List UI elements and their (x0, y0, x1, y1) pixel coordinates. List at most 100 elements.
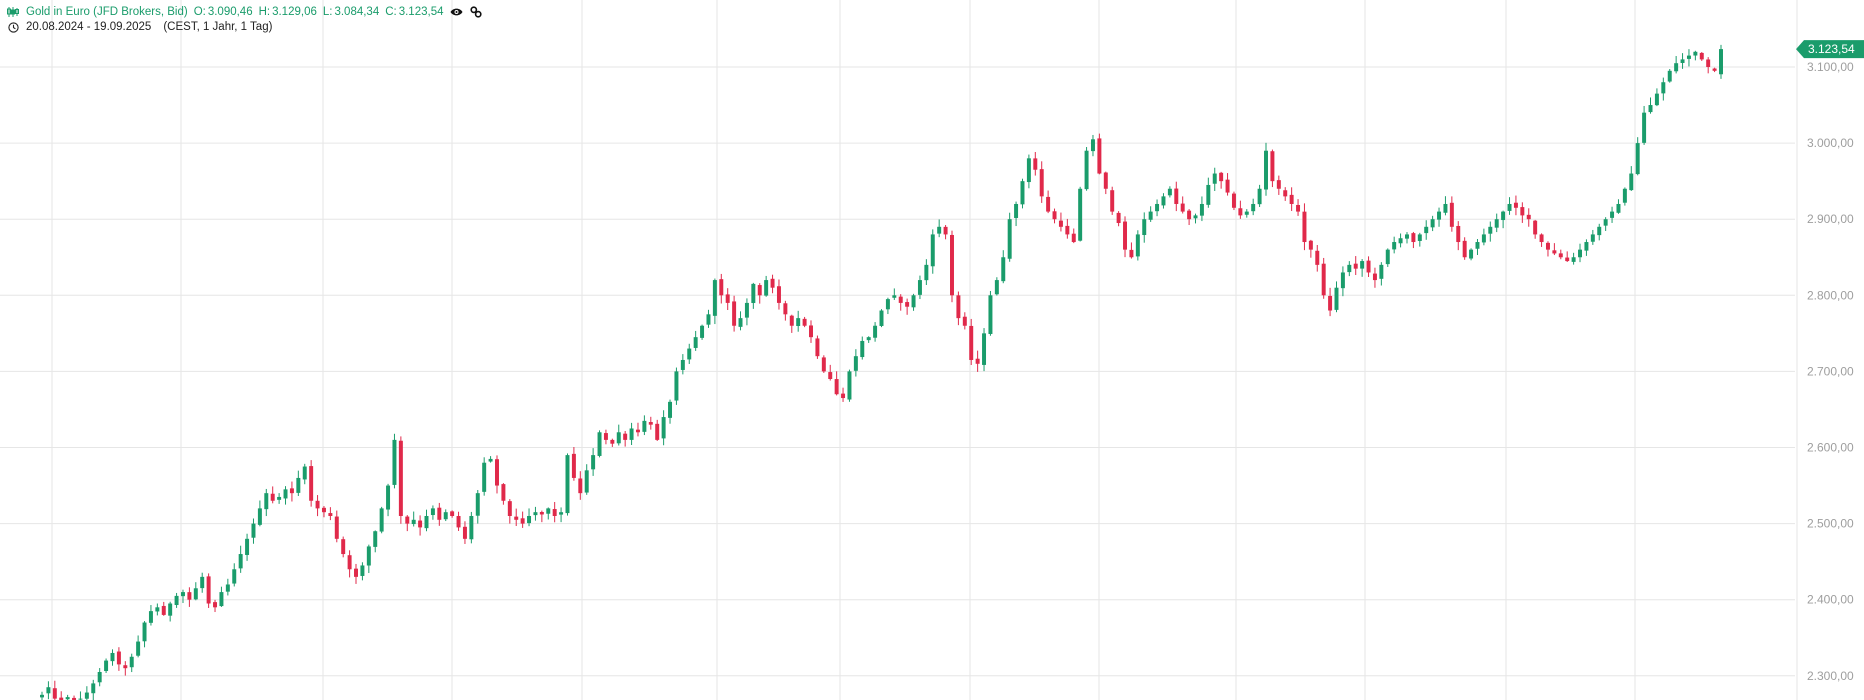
candle-body (1437, 211, 1442, 220)
candle-body (437, 507, 442, 520)
candle (354, 563, 358, 584)
candle-body (65, 697, 70, 700)
candle-body (1328, 295, 1333, 311)
candle-body (405, 516, 410, 524)
candle-body (213, 602, 218, 608)
candle (289, 481, 294, 502)
candle-body (1603, 219, 1608, 226)
candle (1155, 199, 1160, 217)
candle-body (770, 278, 775, 288)
ohlc-open: O: 3.090,46 (193, 6, 253, 18)
clock-icon (6, 21, 20, 33)
candle (1167, 186, 1172, 198)
candle (1475, 239, 1480, 256)
candle (885, 297, 890, 315)
candle (72, 695, 77, 700)
candle-body (655, 423, 660, 440)
candle-body (1456, 225, 1461, 243)
candle (341, 536, 346, 558)
candle (142, 621, 147, 648)
candle (1097, 133, 1102, 175)
candle (1148, 206, 1153, 222)
candle (930, 229, 935, 274)
candle (334, 510, 339, 543)
candlestick-icon[interactable] (6, 6, 20, 18)
link-icon[interactable] (469, 6, 483, 18)
candle (802, 316, 807, 328)
candle (392, 433, 397, 489)
candle (1654, 88, 1659, 107)
candle-body (623, 433, 628, 440)
candle (514, 508, 519, 527)
candle (712, 278, 717, 325)
date-range-line: 20.08.2024 - 19.09.2025 (CEST, 1 Jahr, 1… (6, 21, 272, 33)
candle (956, 291, 961, 326)
date-range: 20.08.2024 - 19.09.2025 (26, 21, 152, 33)
candle (1174, 181, 1179, 212)
candle (834, 371, 839, 396)
candle (193, 582, 198, 601)
candle (219, 586, 224, 607)
eye-icon[interactable] (449, 6, 463, 18)
candle (315, 495, 320, 517)
candle (78, 691, 83, 700)
y-tick-label: 2.600,00 (1807, 441, 1854, 455)
candle-body (674, 371, 679, 401)
candle-body (962, 316, 967, 326)
candle-body (1084, 150, 1089, 190)
candle (680, 354, 685, 375)
candle-body (603, 433, 608, 440)
candle-body (1039, 169, 1044, 197)
candle-body (533, 512, 538, 516)
candle (1372, 267, 1377, 288)
candle-body (1219, 172, 1224, 182)
candle-body (1475, 242, 1480, 249)
price-axis[interactable]: 3.100,00 3.000,00 2.900,00 2.800,00 2.700,00… (1807, 60, 1854, 683)
candle-body (937, 226, 942, 234)
candle (847, 369, 852, 402)
candle-body (885, 299, 890, 310)
candle (1039, 161, 1044, 203)
candle (809, 320, 813, 343)
candle (1212, 167, 1217, 191)
candle-body (52, 688, 57, 699)
candle (456, 511, 461, 531)
candle-body (309, 466, 314, 501)
candle-body (1411, 233, 1416, 243)
candle (565, 453, 570, 516)
candle-body (1283, 190, 1288, 197)
candle (1616, 199, 1621, 214)
candle-body (1244, 211, 1249, 215)
candle-body (738, 318, 743, 327)
candle (584, 464, 589, 495)
candle (251, 518, 256, 544)
candle (168, 601, 173, 622)
candle (1405, 232, 1409, 244)
candle (309, 460, 314, 507)
candle (104, 658, 109, 673)
candle (1565, 251, 1570, 263)
y-tick-label: 2.700,00 (1807, 364, 1854, 378)
candle (1424, 220, 1429, 240)
candle-body (245, 538, 250, 555)
candle (1520, 202, 1525, 223)
candle-body (72, 697, 77, 700)
candle (674, 367, 679, 405)
candle (1007, 212, 1012, 262)
candle (1129, 242, 1134, 259)
y-tick-label: 2.500,00 (1807, 517, 1854, 531)
candle-body (1706, 59, 1711, 67)
candle-body (1481, 234, 1486, 243)
candle (1244, 209, 1249, 218)
candle (1469, 248, 1474, 261)
candle-body (1180, 203, 1185, 212)
candle-body (1622, 188, 1627, 203)
candle-body (360, 565, 365, 576)
instrument-name: Gold in Euro (JFD Brokers, Bid) (26, 6, 188, 18)
candle (1385, 248, 1390, 267)
candle-body (488, 458, 493, 462)
candlestick-series (40, 44, 1723, 700)
candle-body (1129, 249, 1134, 258)
candle-body (744, 302, 749, 318)
